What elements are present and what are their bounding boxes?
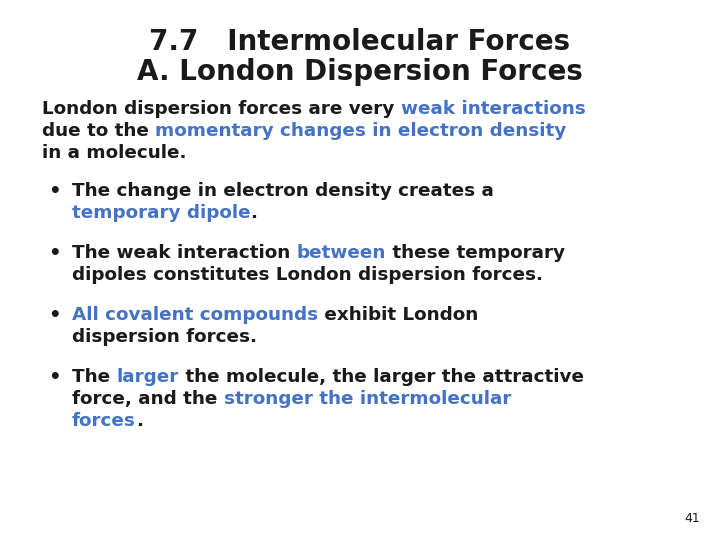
Text: temporary dipole: temporary dipole <box>72 204 251 222</box>
Text: The: The <box>72 368 117 386</box>
Text: •: • <box>48 244 60 263</box>
Text: forces: forces <box>72 412 136 430</box>
Text: The change in electron density creates a: The change in electron density creates a <box>72 182 494 200</box>
Text: •: • <box>48 306 60 325</box>
Text: these temporary: these temporary <box>386 244 565 262</box>
Text: exhibit London: exhibit London <box>318 306 478 324</box>
Text: dispersion forces.: dispersion forces. <box>72 328 257 346</box>
Text: .: . <box>251 204 258 222</box>
Text: in a molecule.: in a molecule. <box>42 144 186 162</box>
Text: 7.7   Intermolecular Forces: 7.7 Intermolecular Forces <box>150 28 570 56</box>
Text: •: • <box>48 368 60 387</box>
Text: the molecule, the larger the attractive: the molecule, the larger the attractive <box>179 368 584 386</box>
Text: The weak interaction: The weak interaction <box>72 244 297 262</box>
Text: dipoles constitutes London dispersion forces.: dipoles constitutes London dispersion fo… <box>72 266 543 284</box>
Text: 41: 41 <box>684 512 700 525</box>
Text: •: • <box>48 182 60 201</box>
Text: stronger the intermolecular: stronger the intermolecular <box>224 390 511 408</box>
Text: between: between <box>297 244 386 262</box>
Text: momentary changes in electron density: momentary changes in electron density <box>156 122 567 140</box>
Text: All covalent compounds: All covalent compounds <box>72 306 318 324</box>
Text: .: . <box>136 412 143 430</box>
Text: A. London Dispersion Forces: A. London Dispersion Forces <box>137 58 583 86</box>
Text: due to the: due to the <box>42 122 156 140</box>
Text: larger: larger <box>117 368 179 386</box>
Text: weak interactions: weak interactions <box>400 100 585 118</box>
Text: force, and the: force, and the <box>72 390 224 408</box>
Text: London dispersion forces are very: London dispersion forces are very <box>42 100 400 118</box>
